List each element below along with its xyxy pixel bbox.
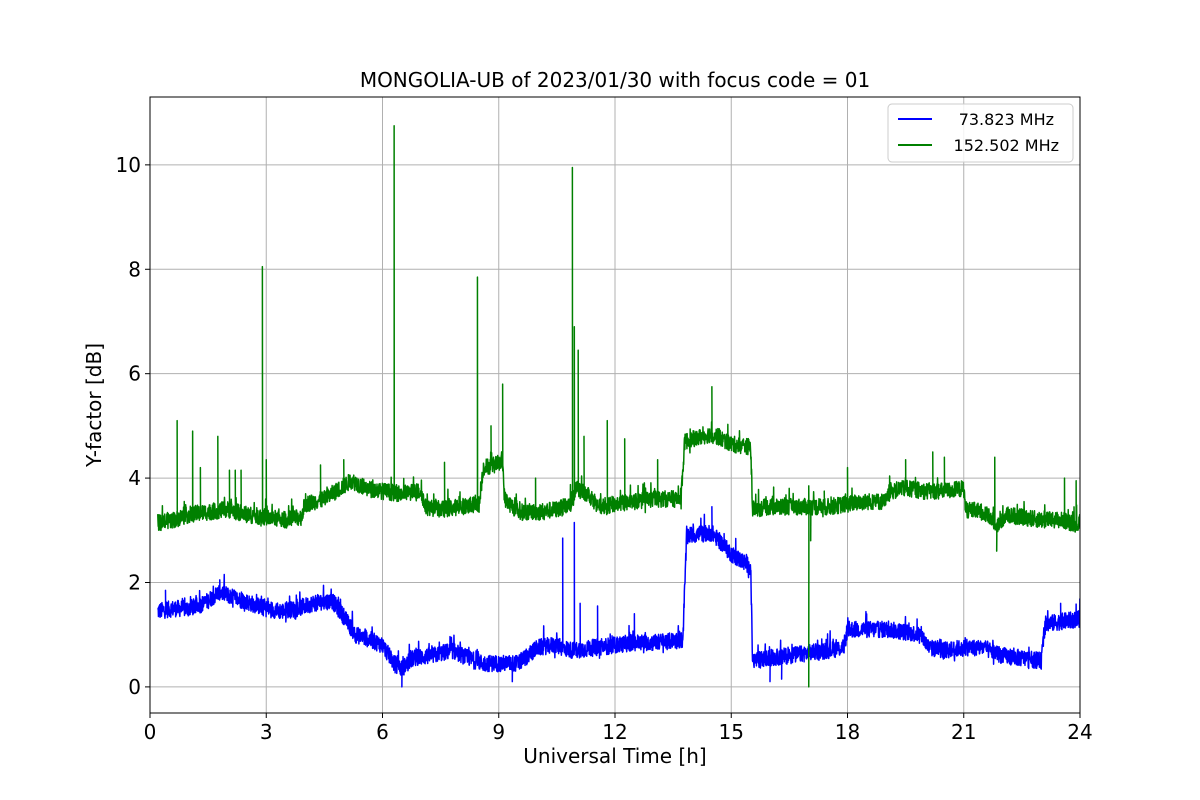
y-tick-label: 10 xyxy=(116,153,141,177)
x-tick-label: 6 xyxy=(376,720,389,744)
y-tick-label: 6 xyxy=(128,362,141,386)
legend-label-152-502: 152.502 MHz xyxy=(954,136,1059,155)
y-tick-label: 0 xyxy=(128,675,141,699)
x-axis-ticks: 0 3 6 9 12 15 18 21 24 xyxy=(144,713,1093,744)
y-tick-label: 8 xyxy=(128,257,141,281)
legend-box xyxy=(887,103,1074,163)
x-tick-label: 12 xyxy=(602,720,627,744)
series-line-152-502-mhz xyxy=(157,124,1080,688)
y-tick-label: 2 xyxy=(128,570,141,594)
y-tick-label: 4 xyxy=(128,466,141,490)
x-tick-label: 15 xyxy=(719,720,744,744)
legend-label-73-823: 73.823 MHz xyxy=(959,110,1054,129)
x-tick-label: 0 xyxy=(144,720,157,744)
x-tick-label: 21 xyxy=(951,720,976,744)
series-layer xyxy=(157,124,1080,688)
chart-title: MONGOLIA-UB of 2023/01/30 with focus cod… xyxy=(360,68,870,92)
x-tick-label: 18 xyxy=(835,720,860,744)
y-axis-ticks: 0 2 4 6 8 10 xyxy=(116,153,150,699)
y-axis-label: Y-factor [dB] xyxy=(82,343,106,468)
x-tick-label: 9 xyxy=(492,720,505,744)
x-tick-label: 24 xyxy=(1067,720,1092,744)
x-axis-label: Universal Time [h] xyxy=(523,744,706,768)
x-tick-label: 3 xyxy=(260,720,273,744)
series-line-73-823-mhz xyxy=(157,506,1080,688)
legend: 73.823 MHz 152.502 MHz xyxy=(887,103,1074,163)
